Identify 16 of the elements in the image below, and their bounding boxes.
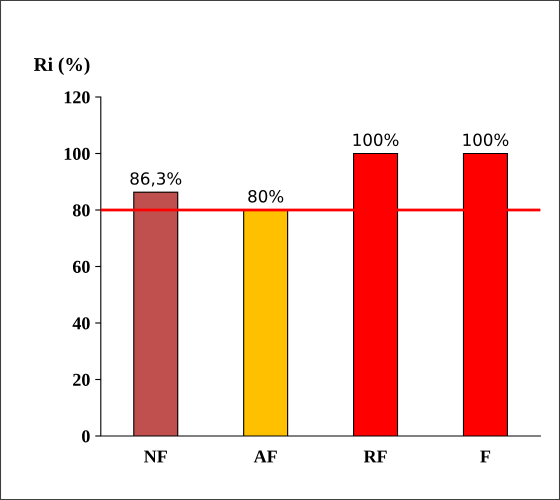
y-tick-label: 80 bbox=[72, 204, 90, 216]
y-tick-label: 100 bbox=[64, 148, 90, 160]
y-tick-label: 20 bbox=[73, 374, 90, 386]
x-tick-label: AF bbox=[254, 450, 277, 462]
y-tick-label: 0 bbox=[82, 430, 90, 442]
x-tick-label: RF bbox=[364, 450, 387, 462]
data-label: 100% bbox=[354, 133, 398, 146]
data-label: 86,3% bbox=[130, 172, 182, 187]
y-tick-label: 60 bbox=[72, 260, 90, 273]
x-tick-label: F bbox=[480, 450, 490, 462]
data-label: 80% bbox=[248, 190, 284, 203]
data-label: 100% bbox=[463, 133, 508, 146]
y-axis-title: Ri (%) bbox=[34, 57, 90, 75]
y-tick-label: 120 bbox=[64, 91, 90, 104]
y-tick-label: 40 bbox=[72, 317, 90, 330]
x-tick-label: NF bbox=[144, 450, 167, 462]
